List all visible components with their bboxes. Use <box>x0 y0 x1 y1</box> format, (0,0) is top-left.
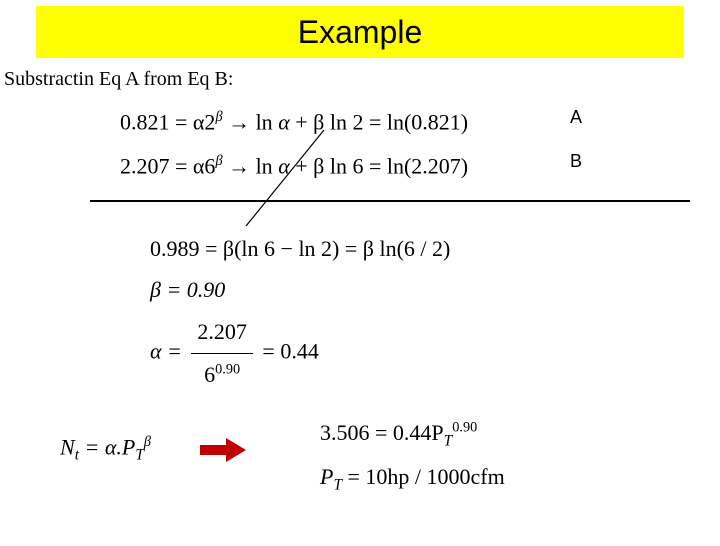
result-line1: 3.506 = 0.44PT0.90 <box>320 412 505 456</box>
arrow-icon <box>200 438 246 467</box>
eqA-rhs-pre: → ln <box>223 109 279 134</box>
eqB-rhs-pre: → ln <box>223 154 279 179</box>
subtitle-text: Substractin Eq A from Eq B: <box>4 68 720 91</box>
power-law-eq: Nt = α.PTβ <box>60 434 151 465</box>
derivation-block: 0.989 = β(ln 6 − ln 2) = β ln(6 / 2) β =… <box>150 228 720 396</box>
result-block: 3.506 = 0.44PT0.90 PT = 10hp / 1000cfm <box>320 412 505 499</box>
Nt-mid: = α.P <box>79 434 135 459</box>
deriv-fraction: 2.207 60.90 <box>191 311 253 396</box>
deriv-line3-prefix: α = <box>150 339 187 364</box>
page-title: Example <box>298 14 423 50</box>
r2-pre: P <box>320 464 333 489</box>
equation-a: 0.821 = α2β → ln α + β ln 2 = ln(0.821) … <box>120 109 720 135</box>
deriv-frac-den: 60.90 <box>191 354 253 396</box>
eqA-rhs-post: + β ln 2 = ln(0.821) <box>290 109 468 134</box>
title-bar: Example <box>36 6 684 58</box>
eqA-lhs: 0.821 = α2 <box>120 109 215 134</box>
r1-pre: 3.506 = 0.44P <box>320 420 444 445</box>
eqA-label: A <box>570 107 582 128</box>
eqB-label: B <box>570 151 582 172</box>
deriv-line1: 0.989 = β(ln 6 − ln 2) = β ln(6 / 2) <box>150 228 720 270</box>
eqB-rhs-post: + β ln 6 = ln(2.207) <box>290 154 468 179</box>
eqB-exp: β <box>215 153 222 169</box>
eqB-lhs: 2.207 = α6 <box>120 154 215 179</box>
result-line2: PT = 10hp / 1000cfm <box>320 456 505 500</box>
horizontal-divider <box>90 200 690 202</box>
deriv-frac-den-base: 6 <box>204 362 215 387</box>
equation-b: 2.207 = α6β → ln α + β ln 6 = ln(2.207) … <box>120 153 720 179</box>
deriv-line3: α = 2.207 60.90 = 0.44 <box>150 311 720 396</box>
Nt-exp: β <box>144 434 151 450</box>
deriv-line3-suffix: = 0.44 <box>262 339 318 364</box>
r2-sub: T <box>333 476 342 493</box>
eqA-alpha: α <box>278 109 290 134</box>
deriv-frac-den-exp: 0.90 <box>215 362 240 378</box>
r2-post: = 10hp / 1000cfm <box>342 464 505 489</box>
Nt-sub2: T <box>135 447 144 464</box>
r1-sub: T <box>444 432 453 449</box>
r1-exp: 0.90 <box>452 420 477 436</box>
deriv-line2: β = 0.90 <box>150 269 720 311</box>
deriv-frac-num: 2.207 <box>191 311 253 354</box>
eqB-alpha: α <box>278 154 290 179</box>
Nt-N: N <box>60 434 75 459</box>
eqA-exp: β <box>215 109 222 125</box>
